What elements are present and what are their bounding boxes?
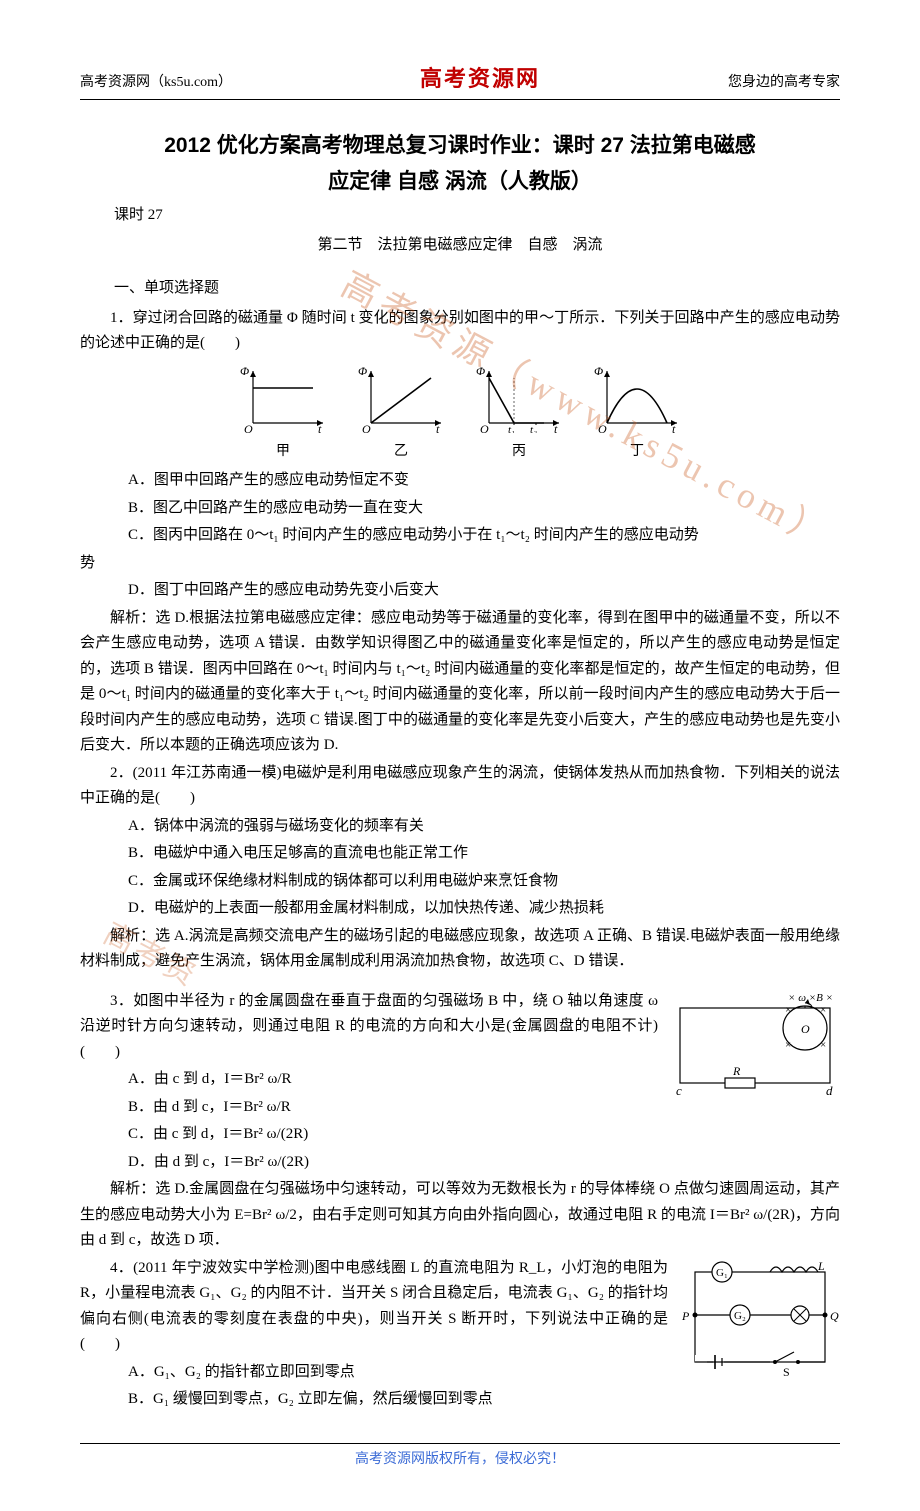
svg-text:O: O [362, 422, 371, 433]
graph-ding: Φ O t 丁 [592, 363, 682, 464]
graph-label-bing: 丙 [474, 440, 564, 464]
q1-optD: D．图丁中回路产生的感应电动势先变小后变大 [128, 578, 840, 604]
svg-text:×: × [785, 1004, 791, 1016]
graph-jia: Φ O t 甲 [238, 363, 328, 464]
svg-text:G₁: G₁ [716, 1267, 728, 1279]
q2-stem: 2．(2011 年江苏南通一模)电磁炉是利用电磁感应现象产生的涡流，使锅体发热从… [80, 761, 840, 812]
svg-text:P: P [681, 1309, 690, 1323]
q1-graphs: Φ O t 甲 Φ O t 乙 Φ O t [80, 363, 840, 464]
svg-text:Φ: Φ [476, 364, 485, 378]
graph-yi: Φ O t 乙 [356, 363, 446, 464]
header-left: 高考资源网（ks5u.com） [80, 71, 232, 95]
svg-text:×: × [785, 1039, 791, 1051]
q3-optC: C．由 c 到 d，I＝Br² ω/(2R) [128, 1122, 840, 1148]
svg-text:t₂: t₂ [530, 424, 537, 433]
graph-jia-svg: Φ O t [238, 363, 328, 433]
q2-optA: A．锅体中涡流的强弱与磁场变化的频率有关 [128, 814, 840, 840]
svg-text:× ω ×B ×: × ω ×B × [788, 993, 833, 1004]
svg-text:O: O [801, 1022, 810, 1036]
q1-stem: 1．穿过闭合回路的磁通量 Φ 随时间 t 变化的图象分别如图中的甲～丁所示．下列… [80, 306, 840, 357]
q2-optD: D．电磁炉的上表面一般都用金属材料制成，以加快热传递、减少热损耗 [128, 896, 840, 922]
q1-answer: 解析：选 D.根据法拉第电磁感应定律：感应电动势等于磁通量的变化率，得到在图甲中… [80, 606, 840, 759]
q2-optC: C．金属或环保绝缘材料制成的锅体都可以利用电磁炉来烹饪食物 [128, 869, 840, 895]
q3-answer: 解析：选 D.金属圆盘在匀强磁场中匀速转动，可以等效为无数根长为 r 的导体棒绕… [80, 1177, 840, 1254]
graph-yi-svg: Φ O t [356, 363, 446, 433]
graph-label-jia: 甲 [238, 440, 328, 464]
q2-answer: 解析：选 A.涡流是高频交流电产生的磁场引起的电磁感应现象，故选项 A 正确、B… [80, 924, 840, 975]
svg-text:G₂: G₂ [734, 1310, 746, 1322]
part1-heading: 一、单项选择题 [114, 276, 840, 302]
q3-circuit-figure: × × × × O × ω ×B × R c d [670, 993, 840, 1103]
graph-ding-svg: Φ O t [592, 363, 682, 433]
header-center-logo: 高考资源网 [420, 60, 540, 97]
svg-text:d: d [826, 1083, 833, 1098]
svg-text:S: S [783, 1365, 790, 1379]
q2-optB: B．电磁炉中通入电压足够高的直流电也能正常工作 [128, 841, 840, 867]
q4-block: L G₁ P Q G₂ S 4．(2011 年宁波效实中学检测)图中电感线圈 L… [80, 1256, 840, 1413]
svg-text:O: O [480, 422, 489, 433]
graph-label-yi: 乙 [356, 440, 446, 464]
page-header: 高考资源网（ks5u.com） 高考资源网 您身边的高考专家 [80, 60, 840, 100]
q1-optB: B．图乙中回路产生的感应电动势一直在变大 [128, 496, 840, 522]
svg-text:Φ: Φ [240, 364, 249, 378]
svg-text:t₁: t₁ [508, 424, 515, 433]
q1-optC-cont: 势 [80, 551, 840, 577]
svg-text:R: R [732, 1064, 741, 1078]
svg-text:O: O [598, 422, 607, 433]
graph-bing-svg: Φ O t₁ t₂ t [474, 363, 564, 433]
svg-text:Φ: Φ [594, 364, 603, 378]
q4-circuit-figure: L G₁ P Q G₂ S [680, 1260, 840, 1380]
q3-block: × × × × O × ω ×B × R c d 3．如图中半径为 r 的金属圆… [80, 989, 840, 1254]
graph-label-ding: 丁 [592, 440, 682, 464]
svg-text:L: L [817, 1260, 825, 1273]
q4-optB: B．G₁ 缓慢回到零点，G₂ 立即左偏，然后缓慢回到零点 [128, 1387, 840, 1413]
section-title: 第二节 法拉第电磁感应定律 自感 涡流 [80, 233, 840, 259]
document-title-line1: 2012 优化方案高考物理总复习课时作业：课时 27 法拉第电磁感 [80, 130, 840, 162]
page-footer: 高考资源网版权所有，侵权必究！ [80, 1443, 840, 1472]
q3-optD: D．由 d 到 c，I＝Br² ω/(2R) [128, 1150, 840, 1176]
q1-optA: A．图甲中回路产生的感应电动势恒定不变 [128, 468, 840, 494]
graph-bing: Φ O t₁ t₂ t 丙 [474, 363, 564, 464]
lesson-label: 课时 27 [114, 203, 840, 229]
document-title-line2: 应定律 自感 涡流（人教版） [80, 166, 840, 198]
svg-text:O: O [244, 422, 253, 433]
svg-text:×: × [820, 1004, 826, 1016]
svg-text:×: × [820, 1039, 826, 1051]
q1-optC: C．图丙中回路在 0～t₁ 时间内产生的感应电动势小于在 t₁～t₂ 时间内产生… [128, 523, 840, 549]
svg-text:Q: Q [830, 1309, 839, 1323]
svg-text:c: c [676, 1083, 682, 1098]
header-right: 您身边的高考专家 [728, 71, 840, 95]
svg-text:Φ: Φ [358, 364, 367, 378]
